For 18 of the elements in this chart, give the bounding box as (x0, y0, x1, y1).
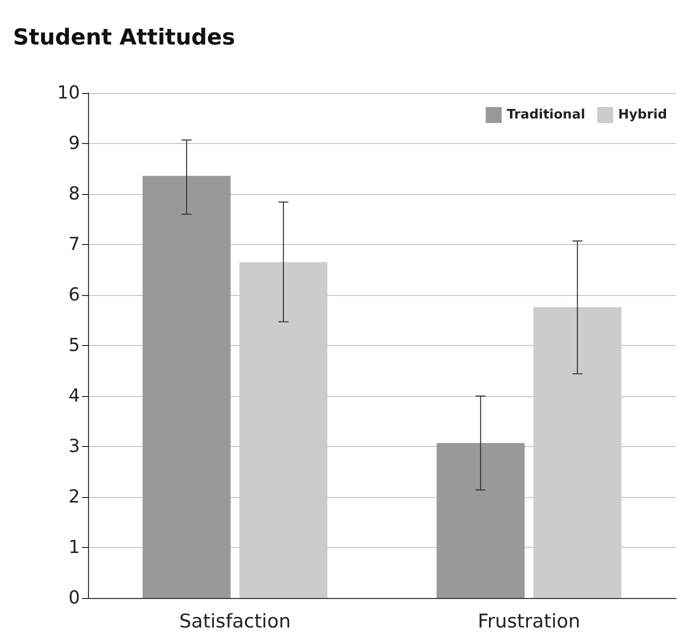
legend-label: Traditional (506, 108, 586, 122)
y-tick-label: 4 (68, 386, 80, 406)
y-tick-label: 2 (68, 486, 80, 508)
chart-title: Student Attitudes (13, 26, 236, 50)
y-tick-label: 7 (68, 234, 80, 255)
legend-label: Hybrid (618, 108, 668, 122)
y-tick-label: 3 (68, 436, 80, 457)
bar (436, 442, 525, 598)
x-tick-label: Frustration (478, 610, 580, 632)
y-tick-label: 8 (68, 184, 80, 204)
bar (142, 176, 231, 598)
x-tick-label: Satisfaction (179, 610, 291, 632)
y-tick-label: 1 (68, 537, 80, 558)
y-tick-label: 9 (68, 133, 80, 154)
y-tick-label: 5 (68, 335, 80, 356)
y-tick-label: 6 (68, 284, 80, 306)
y-tick-label: 0 (68, 588, 80, 608)
y-tick-label: 10 (57, 82, 80, 104)
